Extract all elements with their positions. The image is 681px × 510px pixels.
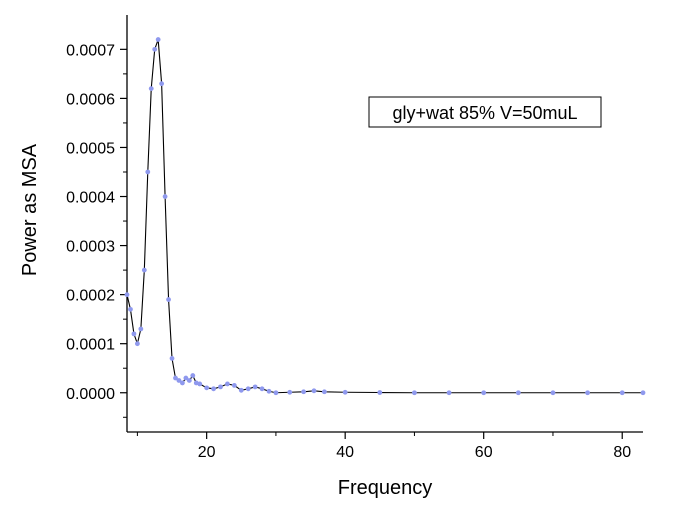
plot-series xyxy=(124,37,646,396)
data-point xyxy=(238,387,244,393)
data-point xyxy=(321,389,327,395)
x-tick-label: 40 xyxy=(336,444,354,461)
y-axis-ticks: 0.0000 0.0001 0.0002 0.0003 0.0004 0.0005 0.00… xyxy=(66,42,127,418)
data-point xyxy=(301,389,307,395)
data-point xyxy=(211,386,216,392)
y-tick-label: 0.0004 xyxy=(66,190,115,207)
data-point xyxy=(225,381,230,387)
data-point xyxy=(266,388,272,394)
data-point xyxy=(287,389,293,395)
y-tick-label: 0.0000 xyxy=(66,386,115,403)
data-point xyxy=(245,386,251,392)
data-point xyxy=(180,380,185,386)
data-point xyxy=(183,375,189,381)
data-point xyxy=(585,390,590,396)
y-tick-label: 0.0005 xyxy=(66,140,115,157)
data-point xyxy=(152,46,158,52)
data-point xyxy=(550,390,556,396)
data-point xyxy=(252,384,258,390)
data-point xyxy=(640,390,646,396)
x-tick-label: 60 xyxy=(475,444,493,461)
data-point xyxy=(377,390,383,395)
x-tick-label: 20 xyxy=(198,444,216,461)
data-point xyxy=(515,390,521,396)
data-point xyxy=(176,378,182,383)
data-point xyxy=(186,378,192,383)
data-point xyxy=(159,81,165,87)
data-point xyxy=(259,386,265,392)
data-point xyxy=(124,292,130,298)
data-point xyxy=(218,384,223,390)
y-axis-title: Power as MSA xyxy=(19,143,41,276)
data-point xyxy=(131,331,137,337)
annotation-text: gly+wat 85% V=50muL xyxy=(392,103,577,123)
data-point xyxy=(138,326,144,332)
x-axis-title: Frequency xyxy=(338,477,433,499)
data-point xyxy=(162,194,168,199)
data-point xyxy=(145,169,151,175)
annotation-border xyxy=(368,96,602,128)
series-line xyxy=(126,39,643,394)
y-tick-label: 0.0003 xyxy=(66,239,115,256)
annotation-box: gly+wat 85% V=50muL xyxy=(368,96,602,128)
data-point xyxy=(273,390,279,396)
y-tick-label: 0.0001 xyxy=(66,337,115,354)
data-point xyxy=(446,390,452,396)
data-point xyxy=(190,373,196,378)
data-point xyxy=(134,341,140,347)
y-tick-label: 0.0002 xyxy=(66,288,115,305)
y-tick-label: 0.0007 xyxy=(66,42,115,59)
data-point xyxy=(169,356,175,361)
data-point xyxy=(155,37,161,42)
y-tick-label: 0.0006 xyxy=(66,91,115,108)
data-point xyxy=(173,375,178,381)
data-point xyxy=(148,86,154,91)
data-point xyxy=(311,388,317,394)
data-point xyxy=(204,385,210,391)
data-point xyxy=(166,297,171,302)
data-point xyxy=(128,306,133,312)
data-point xyxy=(412,390,417,396)
data-point xyxy=(342,389,348,395)
data-point xyxy=(619,390,625,396)
data-point xyxy=(481,390,487,396)
data-point xyxy=(141,267,147,273)
x-tick-label: 80 xyxy=(613,444,631,461)
x-axis-ticks: 20 40 60 80 xyxy=(136,432,631,461)
data-point xyxy=(197,381,203,387)
data-point xyxy=(231,382,237,388)
